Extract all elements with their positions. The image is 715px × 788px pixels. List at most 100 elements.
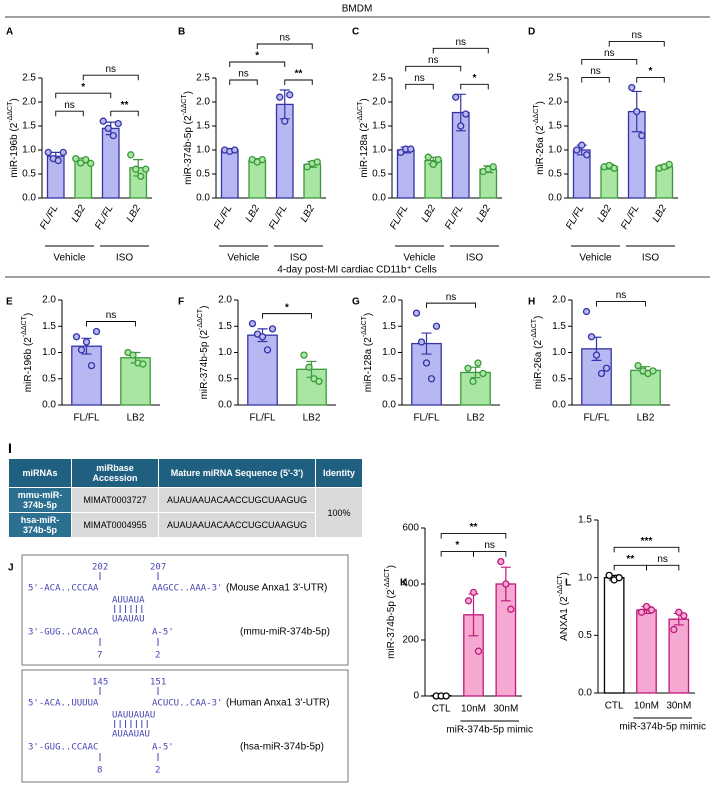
data-point	[258, 155, 266, 164]
significance-label: **	[121, 100, 129, 111]
y-tick-label: 0.5	[372, 169, 386, 180]
x-tick-label: FL/FL	[564, 203, 587, 231]
significance-bracket	[86, 321, 136, 327]
utr-strand: 5'-ACA..UUUUA	[28, 699, 99, 709]
data-point	[127, 151, 135, 159]
x-tick-label: 30nM	[493, 704, 518, 715]
y-tick-label: 1.0	[22, 145, 36, 156]
data-point	[44, 148, 52, 157]
diagram-box	[21, 669, 349, 783]
significance-label: **	[470, 522, 478, 533]
significance-label: ns	[106, 310, 117, 321]
data-point	[72, 333, 81, 341]
significance-label: ns	[414, 73, 425, 84]
data-point	[407, 145, 415, 153]
y-axis-label-part: ANXA1 (2	[559, 596, 570, 641]
x-tick-label: FL/FL	[443, 203, 466, 231]
significance-bracket	[636, 77, 665, 83]
significance-label: ns	[631, 30, 642, 41]
significance-bracket	[405, 83, 434, 90]
y-tick-label: 2.0	[218, 295, 232, 306]
x-tick-label: FL/FL	[212, 203, 235, 231]
bar	[603, 577, 625, 694]
data-point	[139, 360, 147, 368]
significance-label: ns	[446, 292, 457, 303]
y-tick-label: 1.5	[382, 321, 396, 332]
data-point	[457, 122, 465, 130]
y-axis-label-part: miR-374b-5p (2	[183, 115, 194, 185]
y-tick-label: 0.5	[548, 169, 562, 180]
significance-label: ns	[616, 290, 627, 301]
data-point	[276, 93, 284, 101]
cell: AUAUAAUACAACCUGCUAAGUG	[158, 512, 316, 538]
data-point	[442, 692, 450, 700]
y-axis-label: miR-374b-5p (2-ΔΔCT)	[384, 565, 397, 659]
position-number: 145	[92, 678, 108, 688]
significance-bracket	[646, 564, 680, 571]
y-axis-label-part: )	[363, 313, 374, 316]
data-point	[82, 338, 91, 346]
y-tick-label: 1.0	[218, 347, 232, 358]
header-cell: miRNAs	[8, 458, 72, 488]
significance-label: *	[285, 302, 289, 313]
data-point	[583, 151, 591, 159]
data-point	[305, 363, 313, 371]
data-point	[300, 351, 308, 359]
data-point	[670, 625, 678, 634]
y-tick-label: 0.0	[42, 400, 56, 411]
significance-bracket	[440, 551, 474, 557]
x-tick-label: FL/FL	[249, 413, 276, 424]
strand-label: (Human Anxa1 3'-UTR)	[226, 698, 330, 709]
data-point	[412, 309, 421, 317]
panel-letter: G	[352, 297, 360, 308]
x-tick-label: LB2	[303, 413, 321, 424]
cell: mmu-miR-374b-5p	[8, 487, 72, 513]
panel-letter: L	[565, 578, 571, 589]
panel-letter: B	[178, 27, 185, 38]
x-tick-label: LB2	[420, 203, 439, 224]
y-tick-label: 1.5	[552, 321, 566, 332]
bar	[396, 149, 415, 199]
panel-letter: D	[528, 27, 535, 38]
group-label: Vehicle	[403, 253, 436, 264]
significance-label: ns	[428, 55, 439, 66]
group-label: Vehicle	[227, 253, 260, 264]
y-tick-label: 1.5	[196, 121, 210, 132]
bar	[247, 334, 278, 406]
table-row: hsa-miR-374b-5p MIMAT0004955 AUAUAAUACAA…	[8, 512, 363, 538]
data-point	[99, 117, 107, 125]
y-tick-label: 0.0	[372, 193, 386, 204]
data-point	[649, 367, 657, 375]
data-point	[479, 369, 487, 378]
y-axis-label-exponent: -ΔΔCT	[357, 101, 364, 123]
data-point	[464, 364, 472, 372]
y-axis-label-part: miR-128a (2	[363, 337, 374, 392]
strand-label: (hsa-miR-374b-5p)	[240, 742, 324, 753]
y-tick-label: 2.0	[196, 97, 210, 108]
significance-bracket	[440, 533, 507, 539]
data-point	[268, 325, 277, 333]
data-point	[638, 131, 646, 140]
x-tick-label: 10nM	[634, 701, 659, 712]
data-point	[397, 148, 405, 157]
significance-bracket	[596, 301, 646, 307]
group-label: miR-374b-5p mimic	[446, 725, 533, 736]
data-point	[137, 172, 145, 181]
bar	[220, 149, 239, 199]
y-axis-label: miR-196b (2-ΔΔCT)	[21, 313, 34, 392]
x-tick-label: 30nM	[666, 701, 691, 712]
y-tick-label: 0.0	[552, 400, 566, 411]
data-point	[231, 146, 239, 154]
cell: 100%	[315, 487, 363, 538]
data-point	[422, 359, 431, 367]
y-axis-label-exponent: -ΔΔCT	[181, 94, 188, 116]
data-point	[424, 153, 432, 161]
y-tick-label: 0.0	[578, 688, 592, 699]
significance-label: *	[473, 73, 477, 84]
y-axis-label-exponent: -ΔΔCT	[531, 318, 538, 340]
significance-bracket	[82, 74, 139, 81]
y-tick-label: 400	[402, 579, 419, 590]
significance-label: **	[295, 69, 303, 80]
data-point	[104, 124, 112, 133]
